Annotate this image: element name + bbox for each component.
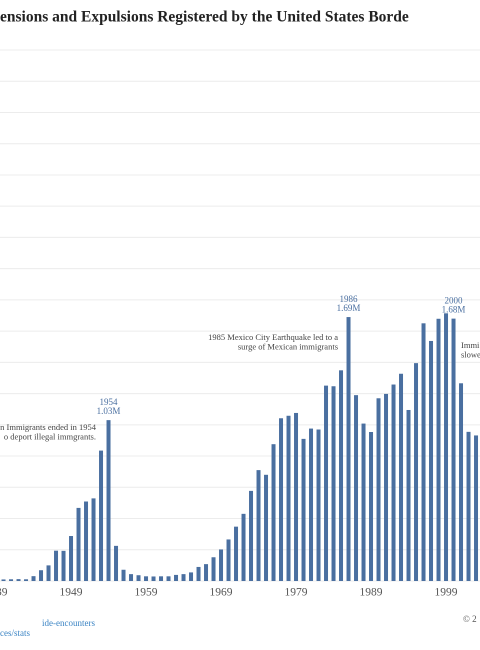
- bar: [406, 409, 411, 581]
- bar: [249, 490, 254, 581]
- bar: [376, 398, 381, 581]
- bar: [226, 539, 231, 581]
- x-tick-label: 1969: [210, 587, 233, 599]
- bar: [151, 576, 156, 581]
- source-link[interactable]: ces/stats: [0, 628, 30, 638]
- bar: [361, 423, 366, 581]
- bar: [421, 323, 426, 581]
- bar: [234, 526, 239, 581]
- bar: [31, 576, 36, 581]
- peak-value: 1.69M: [337, 303, 361, 313]
- bar: [129, 574, 134, 581]
- bar: [474, 435, 479, 581]
- bar: [256, 470, 261, 581]
- peak-value: 1.03M: [97, 406, 121, 416]
- bar: [76, 507, 81, 581]
- bar: [316, 429, 321, 581]
- annotation: o deport illegal immgrants.: [4, 431, 96, 441]
- bar: [16, 579, 21, 581]
- bar: [106, 420, 111, 581]
- bar: [211, 557, 216, 581]
- bar: [144, 576, 149, 581]
- annotation: Immi: [461, 340, 480, 350]
- bar: [436, 318, 441, 581]
- bar: [189, 572, 194, 581]
- bar: [391, 384, 396, 581]
- bar: [174, 574, 179, 581]
- bar: [346, 317, 351, 581]
- bar: [84, 501, 89, 581]
- chart-title: ensions and Expulsions Registered by the…: [0, 9, 409, 26]
- bar: [286, 415, 291, 581]
- bar: [384, 393, 389, 581]
- bar: [309, 428, 314, 581]
- source-link[interactable]: ide-encounters: [42, 618, 95, 628]
- bar: [331, 386, 336, 581]
- bar: [399, 373, 404, 581]
- bar: [46, 565, 51, 581]
- bar: [354, 395, 359, 581]
- bar: [114, 545, 119, 581]
- bar: [9, 579, 14, 581]
- annotation: n Immigrants ended in 1954: [0, 422, 97, 432]
- bar: [181, 574, 186, 581]
- bar: [459, 383, 464, 581]
- x-tick-label: 1959: [135, 587, 158, 599]
- peak-year: 1954: [100, 397, 119, 407]
- bar: [466, 431, 471, 581]
- bar: [444, 313, 449, 581]
- bar: [24, 579, 29, 581]
- bar: [159, 576, 164, 581]
- bar: [204, 564, 209, 581]
- bar: [91, 498, 96, 581]
- bar: [414, 363, 419, 581]
- annotation: 1985 Mexico City Earthquake led to a: [208, 332, 338, 342]
- bar: [339, 370, 344, 581]
- bar: [324, 385, 329, 581]
- x-tick-label: 1949: [60, 587, 83, 599]
- bar: [279, 418, 284, 581]
- annotation: surge of Mexican immigrants: [238, 341, 338, 351]
- x-tick-label: 1939: [0, 587, 8, 599]
- peak-year: 2000: [445, 296, 464, 306]
- bar: [294, 412, 299, 581]
- x-tick-label: 1999: [435, 587, 458, 599]
- bar: [121, 569, 126, 581]
- bar: [219, 549, 224, 581]
- bar: [69, 536, 74, 581]
- bar: [136, 575, 141, 581]
- peak-year: 1986: [340, 294, 359, 304]
- bar: [196, 566, 201, 581]
- annotation: slowe: [461, 349, 480, 359]
- bar: [1, 579, 6, 581]
- bar: [99, 450, 104, 581]
- bar: [301, 438, 306, 581]
- bar: [271, 444, 276, 581]
- bar: [264, 474, 269, 581]
- bar: [451, 318, 456, 581]
- bar: [429, 340, 434, 581]
- copyright: © 2: [463, 614, 477, 624]
- bar: [39, 570, 44, 581]
- x-tick-label: 1979: [285, 587, 308, 599]
- peak-value: 1.68M: [442, 305, 466, 315]
- bar: [61, 550, 66, 581]
- x-tick-label: 1989: [360, 587, 383, 599]
- bar: [166, 576, 171, 581]
- bar: [54, 550, 59, 581]
- bar: [369, 432, 374, 581]
- bar: [241, 513, 246, 581]
